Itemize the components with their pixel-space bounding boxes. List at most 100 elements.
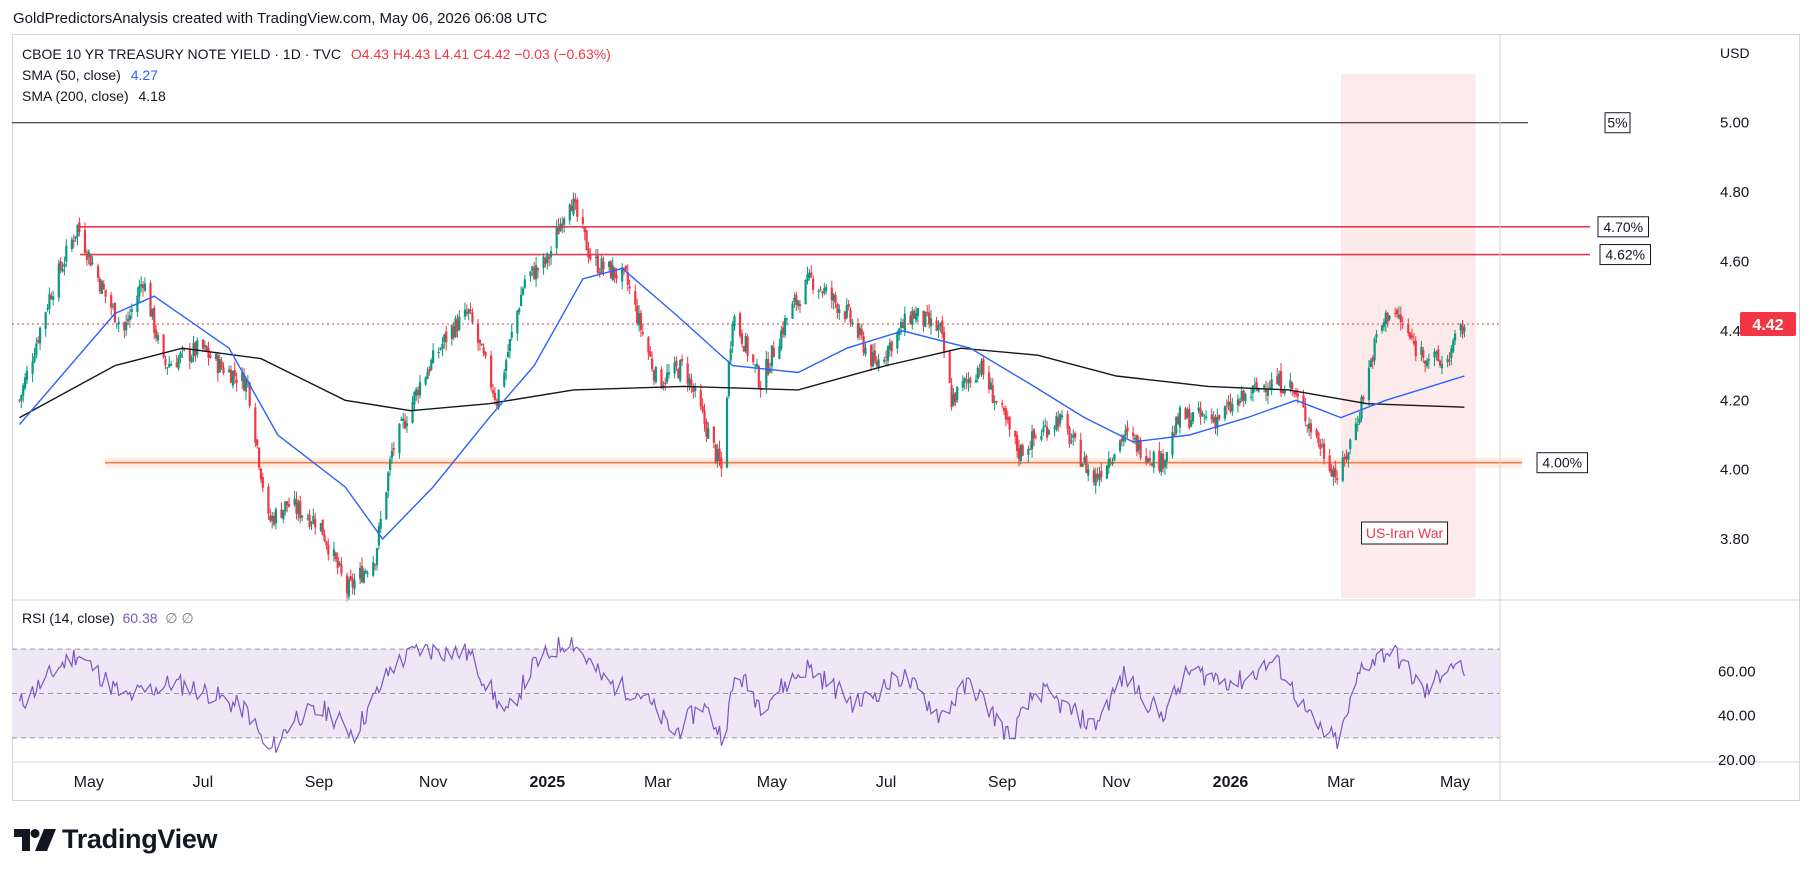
candle-body: [269, 515, 272, 521]
candle-body: [1356, 424, 1359, 426]
candle-body: [830, 287, 833, 300]
candle-body: [1163, 460, 1167, 467]
candle-body: [581, 217, 584, 224]
candle-body: [181, 348, 184, 350]
candle-body: [622, 267, 626, 269]
candle-body: [490, 355, 493, 388]
candle-body: [980, 361, 983, 376]
candle-body: [310, 522, 313, 524]
candle-body: [104, 289, 107, 297]
candle-body: [967, 379, 970, 384]
candle-body: [128, 315, 132, 320]
candle-body: [1171, 432, 1174, 456]
candle-body: [271, 515, 274, 522]
candle-body: [654, 366, 657, 383]
candle-body: [793, 297, 796, 303]
level-label-box: [1604, 112, 1631, 134]
candle-body: [1307, 423, 1311, 429]
level-label: 5%: [1607, 115, 1627, 131]
candle-body: [851, 322, 854, 325]
candle-body: [254, 407, 257, 443]
candle-body: [1306, 424, 1309, 427]
candle-body: [1085, 455, 1088, 474]
candle-body: [1016, 434, 1019, 451]
candle-body: [1453, 333, 1457, 341]
candle-body: [755, 363, 759, 367]
candle-body: [169, 364, 173, 366]
x-tick-label: 2026: [1213, 774, 1249, 791]
candle-body: [795, 294, 798, 305]
candle-body: [1302, 395, 1305, 408]
candle-body: [926, 311, 929, 314]
candle-body: [83, 230, 87, 254]
candle-body: [615, 275, 618, 279]
annotation-box: [1361, 521, 1449, 545]
candle-body: [151, 308, 154, 317]
chart-frame[interactable]: [12, 34, 1800, 801]
candle-body: [694, 387, 697, 392]
candle-body: [18, 399, 21, 401]
level-label: 4.70%: [1603, 219, 1643, 235]
candle-body: [636, 305, 639, 324]
candle-body: [334, 552, 337, 560]
candle-body: [976, 367, 979, 379]
legend-sma200-value: 4.18: [138, 88, 166, 104]
candle-body: [1030, 431, 1034, 450]
candle-body: [111, 305, 115, 307]
rsi-tick-label: 20.00: [1718, 752, 1756, 769]
candle-body: [1210, 414, 1213, 420]
candle-body: [1139, 439, 1142, 458]
candle-body: [521, 288, 525, 295]
candle-body: [768, 368, 772, 373]
candle-body: [117, 321, 120, 325]
candle-body: [549, 250, 553, 257]
candle-body: [954, 392, 957, 403]
tradingview-brand[interactable]: TradingView: [14, 824, 218, 855]
candle-body: [1412, 340, 1416, 344]
candle-body: [1197, 407, 1200, 411]
candle-body: [727, 361, 730, 396]
legend-sma50-label: SMA (50, close): [22, 67, 121, 83]
candle-body: [744, 335, 747, 352]
candle-body: [196, 340, 199, 355]
candle-body: [797, 300, 800, 306]
candle-body: [20, 394, 23, 401]
candle-body: [505, 360, 508, 372]
candle-body: [1231, 404, 1234, 412]
candle-body: [1394, 312, 1397, 314]
candle-body: [611, 265, 614, 281]
candle-body: [1074, 433, 1077, 438]
x-tick-label: May: [1440, 774, 1470, 791]
candle-body: [284, 501, 287, 512]
candle-body: [267, 486, 270, 514]
candle-body: [297, 502, 300, 515]
candle-body: [33, 356, 36, 362]
candle-body: [1150, 463, 1153, 466]
candle-body: [759, 389, 762, 391]
candle-body: [1045, 426, 1049, 438]
candle-body: [439, 348, 442, 350]
candle-body: [823, 288, 826, 294]
candle-body: [765, 358, 768, 388]
candle-body: [1347, 452, 1350, 460]
candle-body: [351, 578, 354, 588]
candle-body: [220, 361, 223, 368]
candle-body: [712, 426, 715, 443]
candle-body: [1382, 322, 1386, 327]
candle-body: [242, 373, 246, 391]
legend-sma200-label: SMA (200, close): [22, 88, 129, 104]
candle-body: [506, 352, 510, 357]
candle-body: [767, 359, 770, 375]
candle-body: [400, 419, 403, 421]
candle-body: [1158, 450, 1161, 471]
candle-body: [871, 352, 875, 367]
candle-body: [497, 389, 500, 409]
candle-body: [1227, 401, 1230, 406]
candle-body: [166, 367, 169, 369]
candle-body: [680, 358, 684, 362]
candle-body: [229, 369, 233, 383]
candle-body: [1225, 406, 1228, 408]
candle-body: [377, 526, 380, 546]
x-tick-label: 2025: [530, 774, 566, 791]
